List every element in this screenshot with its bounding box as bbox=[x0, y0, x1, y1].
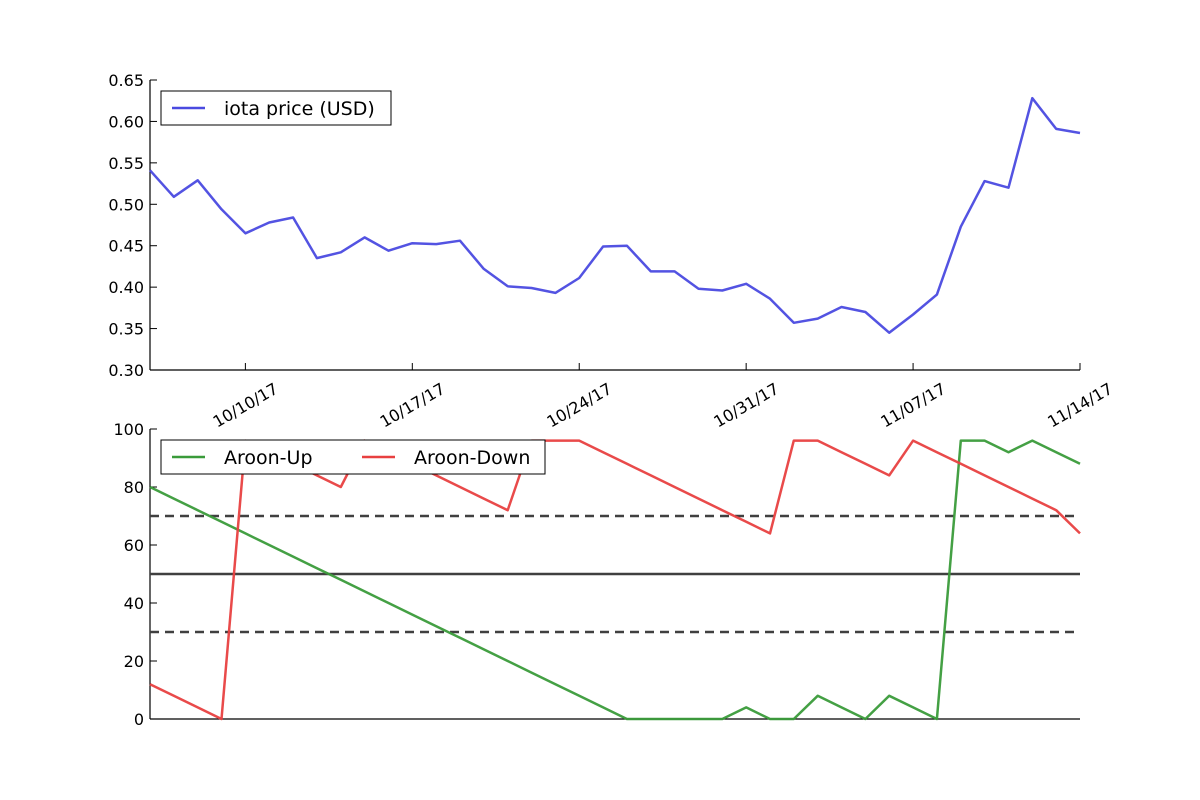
y-tick-label: 20 bbox=[124, 652, 144, 671]
y-tick-label: 0.60 bbox=[108, 112, 144, 131]
series-line-aroon-up bbox=[149, 439, 1081, 721]
x-tick-label: 11/07/17 bbox=[877, 379, 949, 431]
y-tick-label: 60 bbox=[124, 536, 144, 555]
x-tick-label: 10/31/17 bbox=[710, 379, 782, 431]
y-tick-label: 80 bbox=[124, 478, 144, 497]
x-tick-label: 11/14/17 bbox=[1044, 379, 1116, 431]
x-tick-label: 10/10/17 bbox=[210, 379, 282, 431]
x-tick-label: 10/24/17 bbox=[543, 379, 615, 431]
legend-label: Aroon-Up bbox=[224, 447, 313, 469]
legend-label: Aroon-Down bbox=[414, 447, 530, 469]
series-line-iota-price-usd bbox=[149, 96, 1081, 334]
y-tick-label: 40 bbox=[124, 594, 144, 613]
legend: iota price (USD) bbox=[160, 90, 392, 126]
legend: Aroon-Up Aroon-Down bbox=[160, 439, 546, 475]
legend-label: iota price (USD) bbox=[224, 98, 375, 120]
y-tick-label: 0.30 bbox=[108, 361, 144, 380]
legend-box bbox=[160, 439, 546, 475]
y-tick-label: 0.50 bbox=[108, 195, 144, 214]
legend-box bbox=[160, 90, 392, 126]
y-tick-label: 0.35 bbox=[108, 320, 144, 339]
price-chart-panel: 0.30 0.35 0.40 0.45 0.50 0.55 0.60 0.65 iota pri… bbox=[108, 71, 1116, 431]
y-tick-label: 0.55 bbox=[108, 154, 144, 173]
y-tick-label: 0.40 bbox=[108, 278, 144, 297]
y-tick-label: 0.65 bbox=[108, 71, 144, 90]
y-tick-label: 100 bbox=[113, 420, 144, 439]
x-tick-label: 10/17/17 bbox=[377, 379, 449, 431]
y-tick-label: 0 bbox=[134, 710, 144, 729]
aroon-chart-panel: 0 20 40 60 80 100 Aroon-Up Aroon-Down bbox=[113, 420, 1081, 729]
y-tick-label: 0.45 bbox=[108, 237, 144, 256]
